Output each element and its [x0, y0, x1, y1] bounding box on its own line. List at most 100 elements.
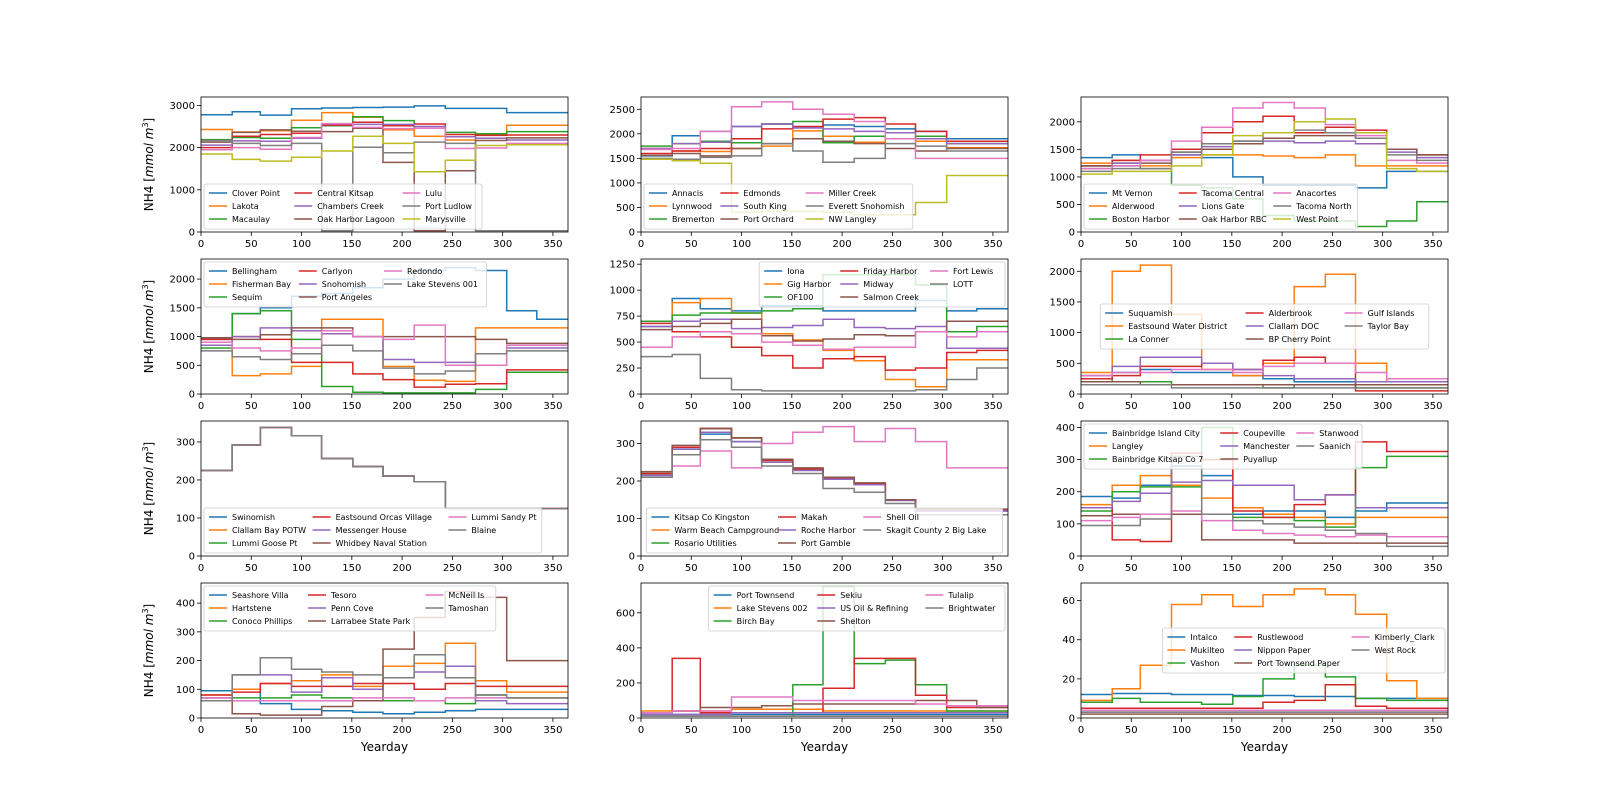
y-tick-label: 200 — [1056, 487, 1075, 498]
y-tick-label: 300 — [176, 627, 195, 638]
legend-label: Lynnwood — [672, 202, 712, 211]
y-tick-label: 1000 — [170, 332, 195, 343]
series-line-lummi-goose-pt — [201, 426, 568, 510]
legend-label: Salmon Creek — [863, 293, 919, 302]
series-line-coupeville — [1081, 441, 1448, 543]
plot-area — [1081, 264, 1448, 392]
legend-box — [758, 261, 1006, 308]
series-line-blaine — [201, 426, 568, 510]
x-tick-label: 150 — [342, 401, 361, 412]
series-line-rustlewood — [1081, 683, 1448, 709]
legend: Mt Vernon Alderwood Boston Harbor Tacoma Ce… — [1083, 183, 1358, 230]
x-tick-label: 250 — [883, 401, 902, 412]
y-tick-label: 1000 — [1050, 328, 1075, 339]
y-tick-label: 300 — [1056, 455, 1075, 466]
panel-5: 0 50 100 150 200 250 300 350 0 250 500 750 1000 1250 I… — [610, 258, 1009, 412]
legend-label: Friday Harbor — [863, 267, 918, 276]
series-line-midway — [641, 318, 1008, 350]
x-tick-label: 150 — [342, 725, 361, 736]
legend: Suquamish Eastsound Water District La Conn… — [1099, 303, 1430, 350]
legend-label: Kitsap Co Kingston — [674, 513, 749, 522]
x-tick-label: 250 — [443, 563, 462, 574]
y-tick-label: 2000 — [610, 129, 635, 140]
y-tick-label: 500 — [616, 203, 635, 214]
legend-label: Langley — [1112, 442, 1144, 451]
x-tick-label: 300 — [1373, 725, 1392, 736]
legend-label: Mukilteo — [1190, 646, 1224, 655]
series-line-redondo — [201, 324, 568, 367]
series-line-mcneil-is — [201, 697, 568, 702]
x-tick-label: 100 — [1172, 725, 1191, 736]
y-tick-label: 60 — [1062, 596, 1075, 607]
y-tick-label: 200 — [616, 477, 635, 488]
x-tick-label: 250 — [1323, 401, 1342, 412]
axes-frame — [1080, 96, 1449, 233]
legend-label: Sekiu — [840, 591, 862, 600]
x-tick-label: 100 — [732, 401, 751, 412]
y-tick-label: 500 — [616, 338, 635, 349]
legend-label: Everett Snohomish — [829, 202, 905, 211]
legend-label: Port Orchard — [743, 215, 793, 224]
y-tick-label: 1000 — [1050, 172, 1075, 183]
x-tick-label: 250 — [443, 725, 462, 736]
y-tick-label: 100 — [176, 513, 195, 524]
legend: Bainbridge Island City Langley Bainbridge … — [1083, 423, 1363, 470]
series-line-chambers-creek — [201, 123, 568, 146]
x-tick-label: 250 — [883, 239, 902, 250]
x-tick-label: 200 — [833, 563, 852, 574]
legend-label: Penn Cove — [331, 604, 373, 613]
x-tick-label: 0 — [638, 239, 644, 250]
legend-label: Eastsound Orcas Village — [336, 513, 432, 522]
series-line-lulu — [201, 122, 568, 151]
legend-label: Shell Oil — [886, 513, 919, 522]
legend-label: Tulalip — [947, 591, 973, 600]
y-tick-label: 200 — [616, 678, 635, 689]
y-axis-label: NH4 [mmol m3] — [141, 442, 156, 535]
legend-label: Marysville — [425, 215, 465, 224]
x-tick-label: 200 — [1273, 239, 1292, 250]
legend-box — [203, 261, 488, 308]
legend-label: Clallam DOC — [1269, 322, 1320, 331]
y-tick-label: 500 — [1056, 200, 1075, 211]
legend-box — [708, 585, 1006, 632]
series-line-makah — [641, 427, 1008, 512]
legend-label: Oak Harbor RBC — [1202, 215, 1267, 224]
y-tick-label: 250 — [616, 364, 635, 375]
series-line-of100 — [641, 273, 1008, 333]
x-tick-label: 350 — [1423, 563, 1442, 574]
series-line-whidbey-naval-station — [201, 426, 568, 510]
axes-frame — [1080, 258, 1449, 395]
panel-9: 0 50 100 150 200 250 300 350 0 100 200 300 400 Bainbr… — [1056, 420, 1449, 574]
x-tick-label: 250 — [443, 401, 462, 412]
x-tick-label: 100 — [292, 239, 311, 250]
legend-label: Bellingham — [232, 267, 277, 276]
x-tick-label: 350 — [543, 563, 562, 574]
legend-label: Redondo — [407, 267, 442, 276]
series-line-us-oil-refining — [641, 711, 1008, 716]
legend-label: Tacoma Central — [1201, 189, 1264, 198]
legend-label: Oak Harbor Lagoon — [317, 215, 395, 224]
x-tick-label: 300 — [493, 239, 512, 250]
x-tick-label: 150 — [782, 401, 801, 412]
legend-label: West Point — [1296, 215, 1338, 224]
legend-label: Clover Point — [232, 189, 280, 198]
panel-3: 0 50 100 150 200 250 300 350 0 500 1000 1500 2000 Mt … — [1050, 96, 1449, 250]
y-tick-label: 1500 — [1050, 145, 1075, 156]
y-tick-label: 2000 — [170, 143, 195, 154]
plot-area — [641, 585, 1008, 717]
legend-label: LOTT — [953, 280, 973, 289]
x-tick-label: 100 — [292, 725, 311, 736]
legend-label: Makah — [801, 513, 827, 522]
series-line-la-conner — [1081, 377, 1448, 389]
legend-label: Fisherman Bay — [232, 280, 291, 289]
x-tick-label: 350 — [1423, 401, 1442, 412]
y-tick-label: 100 — [616, 514, 635, 525]
legend-label: Kimberly_Clark — [1375, 633, 1436, 642]
y-tick-label: 500 — [176, 361, 195, 372]
panel-12: 0 50 100 150 200 250 300 350 0 20 40 60 Yearday Intal… — [1062, 582, 1449, 754]
x-tick-label: 250 — [883, 563, 902, 574]
y-tick-label: 2000 — [1050, 117, 1075, 128]
legend-label: Macaulay — [232, 215, 270, 224]
series-line-tamoshan — [201, 654, 568, 702]
